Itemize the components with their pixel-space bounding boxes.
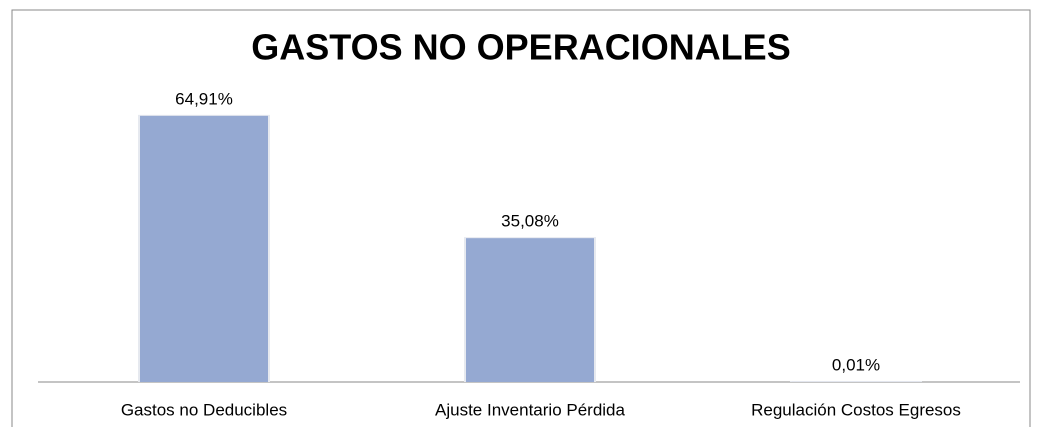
x-tick-label: Regulación Costos Egresos	[751, 400, 961, 419]
value-label: 35,08%	[501, 212, 559, 231]
value-label: 0,01%	[832, 355, 880, 374]
value-label: 64,91%	[175, 89, 233, 108]
bar-shadow	[790, 380, 922, 382]
chart-title: GASTOS NO OPERACIONALES	[251, 27, 790, 68]
x-tick-label: Ajuste Inventario Pérdida	[435, 400, 625, 419]
bar	[466, 238, 594, 382]
bar	[140, 115, 268, 382]
x-tick-label: Gastos no Deducibles	[121, 400, 287, 419]
